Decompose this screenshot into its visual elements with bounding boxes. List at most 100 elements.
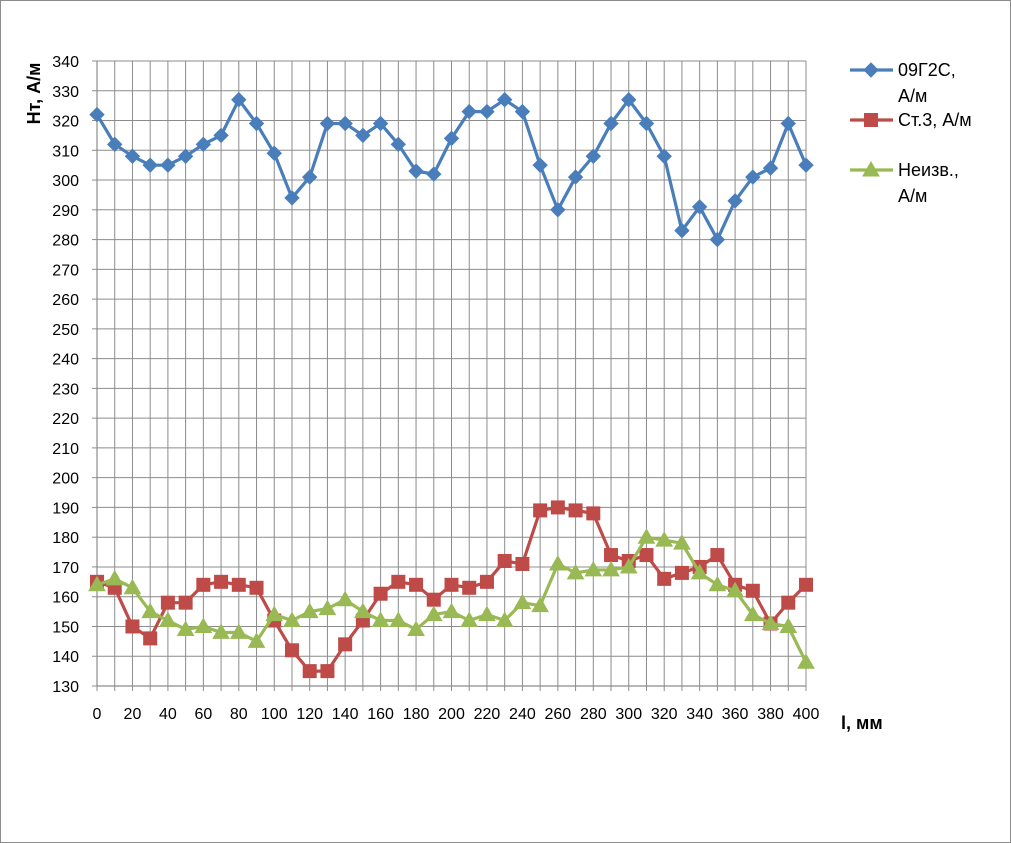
data-point (761, 614, 780, 630)
y-tick-label: 310 (52, 143, 79, 160)
data-point (710, 548, 725, 563)
y-tick-label: 220 (52, 411, 79, 428)
data-point (656, 148, 672, 164)
data-point (444, 577, 459, 592)
data-point (159, 611, 177, 628)
data-point (674, 222, 690, 239)
data-point (390, 136, 407, 153)
legend-item: Ст.3, А/м (850, 110, 972, 130)
data-point (142, 157, 158, 173)
data-point (568, 503, 583, 518)
data-point (105, 569, 124, 586)
y-axis-tick-labels: 130 140 150 160 170 180 190 200 210 220 230 240 250 2… (52, 54, 79, 696)
data-point (141, 602, 160, 619)
y-tick-label: 340 (52, 54, 79, 71)
data-point (176, 620, 195, 636)
data-point (177, 148, 194, 164)
data-point (373, 586, 388, 601)
x-tick-label: 200 (438, 706, 465, 723)
y-tick-label: 260 (52, 292, 79, 309)
data-point (125, 619, 140, 634)
data-point (231, 91, 247, 108)
data-point (479, 574, 494, 589)
x-tick-label: 220 (474, 706, 501, 723)
data-point (513, 593, 532, 610)
data-point (637, 528, 656, 544)
y-tick-label: 140 (52, 649, 79, 666)
data-point (389, 611, 408, 628)
data-point (584, 560, 603, 577)
data-point (691, 199, 708, 215)
data-point (533, 503, 548, 518)
legend-marker (863, 62, 879, 78)
data-point (674, 565, 689, 580)
data-point (249, 580, 264, 595)
x-tick-label: 320 (651, 706, 678, 723)
x-tick-label: 380 (757, 706, 784, 723)
data-point (460, 611, 479, 628)
data-point (371, 611, 390, 628)
chart-grid (96, 60, 807, 687)
data-point (212, 623, 230, 639)
x-tick-label: 300 (615, 706, 642, 723)
data-point (798, 157, 814, 173)
legend-label: А/м (898, 86, 927, 106)
data-point (585, 148, 602, 164)
data-point (89, 106, 105, 123)
data-point (604, 548, 619, 563)
legend-item: Неизв., А/м (850, 160, 959, 206)
legend-item: 09Г2С, А/м (850, 60, 956, 106)
x-tick-label: 80 (230, 706, 248, 723)
data-point (461, 103, 477, 120)
x-tick-label: 100 (261, 706, 288, 723)
data-point (799, 577, 813, 592)
data-point (160, 157, 176, 173)
data-point (426, 166, 442, 182)
data-point (690, 563, 709, 580)
x-tick-label: 340 (686, 706, 713, 723)
data-point (178, 595, 193, 610)
data-point (586, 506, 601, 521)
y-tick-label: 270 (52, 262, 79, 279)
data-point (407, 620, 425, 636)
data-point (320, 664, 335, 679)
x-tick-label: 140 (332, 706, 359, 723)
data-point (266, 145, 282, 161)
x-tick-label: 20 (124, 706, 142, 723)
data-point (300, 602, 319, 619)
data-point (708, 575, 727, 592)
y-tick-label: 230 (52, 381, 79, 398)
data-point (424, 605, 443, 622)
data-point (372, 115, 389, 132)
chart-axes (92, 60, 807, 691)
data-point (196, 577, 211, 592)
chart-series (88, 91, 815, 679)
y-tick-label: 180 (52, 530, 79, 547)
data-point (214, 574, 229, 589)
data-point (336, 590, 355, 607)
y-tick-label: 240 (52, 352, 79, 369)
data-point (88, 575, 106, 592)
data-point (337, 115, 353, 132)
series-triangle (88, 528, 815, 669)
legend-label: А/м (898, 186, 927, 206)
data-point (319, 115, 336, 132)
x-tick-label: 400 (793, 706, 820, 723)
data-point (497, 554, 512, 568)
x-tick-label: 60 (194, 706, 212, 723)
data-point (284, 643, 299, 658)
data-point (248, 115, 265, 132)
y-tick-label: 250 (52, 322, 79, 339)
data-point (621, 91, 637, 108)
data-point (726, 581, 744, 598)
data-point (514, 103, 531, 120)
data-point (709, 231, 726, 248)
y-tick-label: 280 (52, 233, 79, 250)
data-point (603, 115, 619, 132)
data-point (566, 563, 585, 580)
data-point (657, 571, 672, 586)
data-point (780, 115, 796, 132)
y-tick-label: 160 (52, 590, 79, 607)
legend-marker (864, 113, 878, 127)
